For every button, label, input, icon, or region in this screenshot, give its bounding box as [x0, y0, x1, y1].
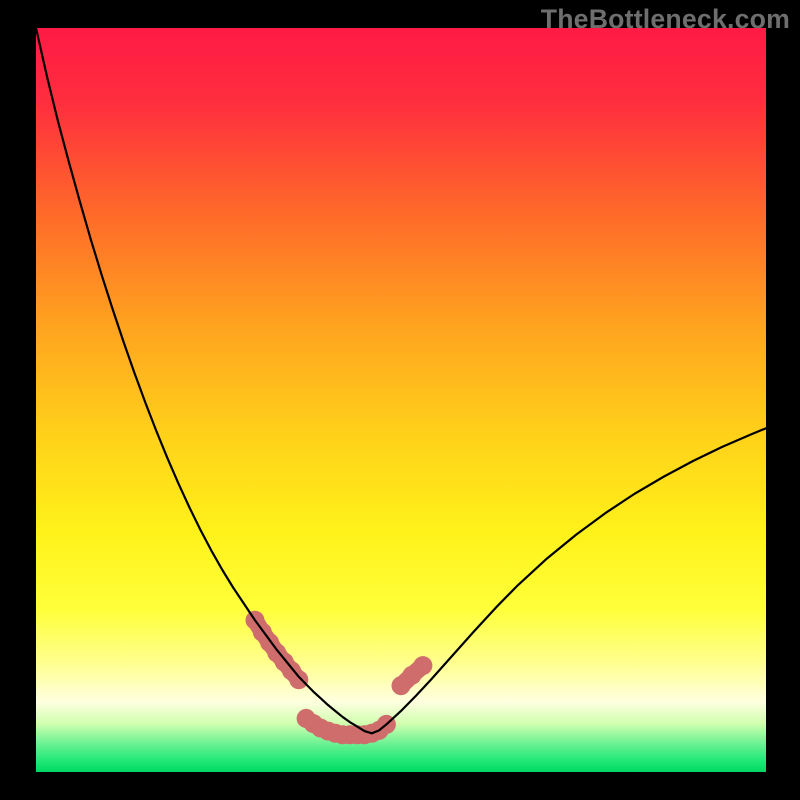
- chart-stage: TheBottleneck.com: [0, 0, 800, 800]
- highlight-marker: [413, 656, 432, 675]
- bottleneck-curve: [36, 28, 766, 733]
- plot-svg-layer: [36, 28, 766, 772]
- highlight-marker: [289, 670, 308, 689]
- plot-area: [36, 28, 766, 772]
- watermark-text: TheBottleneck.com: [541, 4, 790, 35]
